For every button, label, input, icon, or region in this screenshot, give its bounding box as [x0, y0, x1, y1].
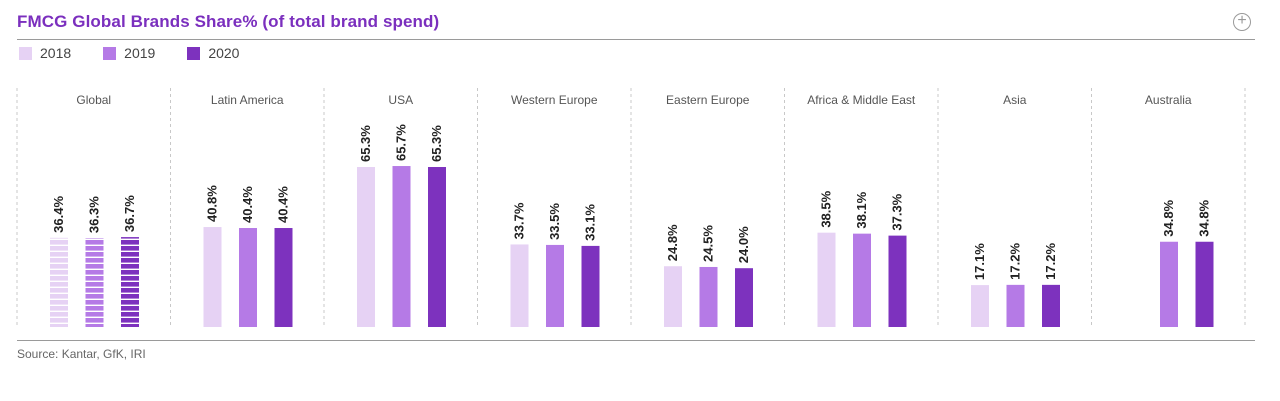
bar-eastern-europe-2018 [664, 266, 682, 327]
bar-africa-and-middle-east-2018 [817, 232, 836, 327]
bar-western-europe-2020 [581, 245, 600, 327]
bar-africa-and-middle-east-2020 [888, 235, 907, 327]
data-label-global-2018: 36.4% [51, 196, 66, 233]
baseline-divider [17, 340, 1255, 341]
data-label-latin-america-2018: 40.8% [205, 185, 220, 222]
bar-asia-2019 [1006, 284, 1025, 327]
data-label-global-2020: 36.7% [122, 195, 137, 232]
legend-item-2020: 2020 [187, 45, 239, 61]
data-label-africa-and-middle-east-2019: 38.1% [854, 191, 869, 228]
data-label-eastern-europe-2019: 24.5% [701, 225, 716, 262]
category-label-australia: Australia [1145, 93, 1192, 107]
title-divider [17, 39, 1255, 40]
legend-label-2020: 2020 [208, 45, 240, 61]
data-label-usa-2020: 65.3% [429, 125, 444, 162]
bar-latin-america-2019 [239, 228, 257, 327]
bar-australia-2019 [1160, 241, 1178, 327]
category-label-western-europe: Western Europe [511, 93, 598, 107]
chart-title: FMCG Global Brands Share% (of total bran… [17, 12, 440, 31]
data-label-latin-america-2019: 40.4% [240, 186, 255, 223]
data-label-eastern-europe-2018: 24.8% [665, 224, 680, 261]
category-label-africa-and-middle-east: Africa & Middle East [807, 93, 916, 107]
bar-global-2020 [121, 237, 139, 327]
bar-asia-2018 [971, 285, 989, 327]
legend-item-2018: 2018 [19, 45, 71, 61]
bar-asia-2020 [1042, 284, 1060, 327]
data-label-western-europe-2018: 33.7% [512, 202, 527, 239]
legend-swatch-2018 [19, 46, 32, 60]
legend-label-2019: 2019 [124, 45, 156, 61]
bar-africa-and-middle-east-2019 [853, 233, 871, 327]
plus-circle-icon[interactable]: + [1233, 13, 1251, 31]
category-label-asia: Asia [1003, 93, 1027, 107]
bar-eastern-europe-2019 [699, 266, 718, 327]
data-label-asia-2020: 17.2% [1043, 243, 1058, 280]
data-label-western-europe-2020: 33.1% [583, 204, 598, 241]
data-label-africa-and-middle-east-2020: 37.3% [890, 193, 905, 230]
data-label-global-2019: 36.3% [87, 196, 102, 233]
legend-label-2018: 2018 [40, 45, 72, 61]
legend-swatch-2019 [103, 46, 117, 60]
bar-latin-america-2020 [274, 228, 293, 327]
bar-usa-2020 [428, 167, 446, 327]
category-label-eastern-europe: Eastern Europe [666, 93, 750, 107]
data-label-latin-america-2020: 40.4% [276, 186, 291, 223]
source-note: Source: Kantar, GfK, IRI [17, 347, 146, 361]
category-label-latin-america: Latin America [211, 93, 284, 107]
bar-global-2018 [50, 237, 68, 327]
data-label-usa-2018: 65.3% [358, 125, 373, 162]
data-label-eastern-europe-2020: 24.0% [736, 226, 751, 263]
legend: 2018 2019 2020 [19, 45, 271, 61]
bar-western-europe-2018 [510, 244, 529, 327]
bar-latin-america-2018 [203, 227, 222, 327]
bar-global-2019 [85, 238, 104, 327]
bar-eastern-europe-2020 [735, 268, 753, 327]
data-label-australia-2020: 34.8% [1197, 199, 1212, 236]
data-label-western-europe-2019: 33.5% [547, 203, 562, 240]
bar-australia-2020 [1195, 241, 1214, 327]
data-label-australia-2019: 34.8% [1161, 199, 1176, 236]
bar-usa-2019 [392, 166, 411, 327]
legend-swatch-2020 [187, 46, 201, 60]
data-label-asia-2019: 17.2% [1008, 243, 1023, 280]
data-label-usa-2019: 65.7% [394, 124, 409, 161]
data-label-africa-and-middle-east-2018: 38.5% [819, 190, 834, 227]
bar-western-europe-2019 [546, 244, 564, 327]
data-label-asia-2018: 17.1% [972, 243, 987, 280]
legend-item-2019: 2019 [103, 45, 155, 61]
category-label-usa: USA [388, 93, 413, 107]
category-label-global: Global [76, 93, 111, 107]
bar-usa-2018 [357, 167, 375, 327]
